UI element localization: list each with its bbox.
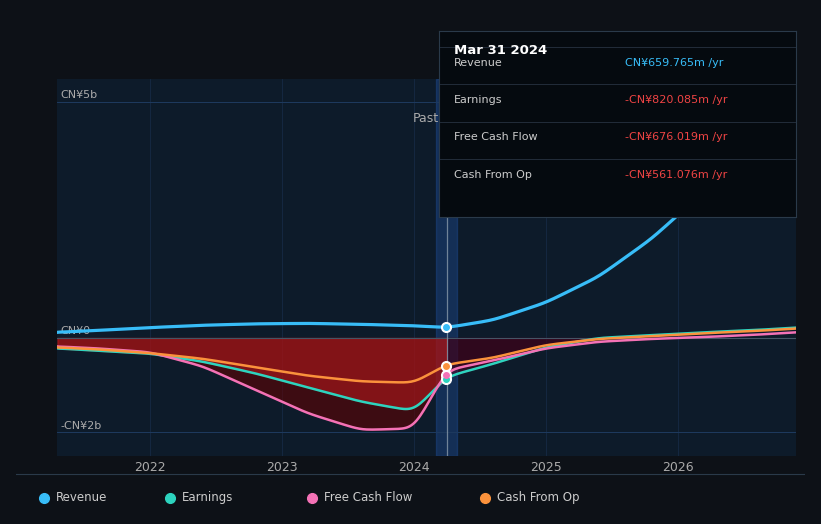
Text: Revenue: Revenue xyxy=(453,58,502,68)
Text: Cash From Op: Cash From Op xyxy=(453,170,531,180)
Text: Revenue: Revenue xyxy=(56,491,108,504)
Text: -CN¥676.019m /yr: -CN¥676.019m /yr xyxy=(625,133,727,143)
Text: Free Cash Flow: Free Cash Flow xyxy=(323,491,412,504)
Text: Mar 31 2024: Mar 31 2024 xyxy=(453,45,547,58)
Text: Cash From Op: Cash From Op xyxy=(498,491,580,504)
Text: Earnings: Earnings xyxy=(182,491,233,504)
Text: CN¥0: CN¥0 xyxy=(60,325,90,336)
Text: CN¥5b: CN¥5b xyxy=(60,90,97,100)
Text: Earnings: Earnings xyxy=(453,95,502,105)
Text: Free Cash Flow: Free Cash Flow xyxy=(453,133,537,143)
Text: Past: Past xyxy=(413,112,438,125)
Text: -CN¥820.085m /yr: -CN¥820.085m /yr xyxy=(625,95,727,105)
Text: -CN¥2b: -CN¥2b xyxy=(60,421,101,431)
Text: -CN¥561.076m /yr: -CN¥561.076m /yr xyxy=(625,170,727,180)
Text: Analysts Forecasts: Analysts Forecasts xyxy=(455,112,571,125)
Bar xyxy=(436,79,457,456)
Text: CN¥659.765m /yr: CN¥659.765m /yr xyxy=(625,58,723,68)
